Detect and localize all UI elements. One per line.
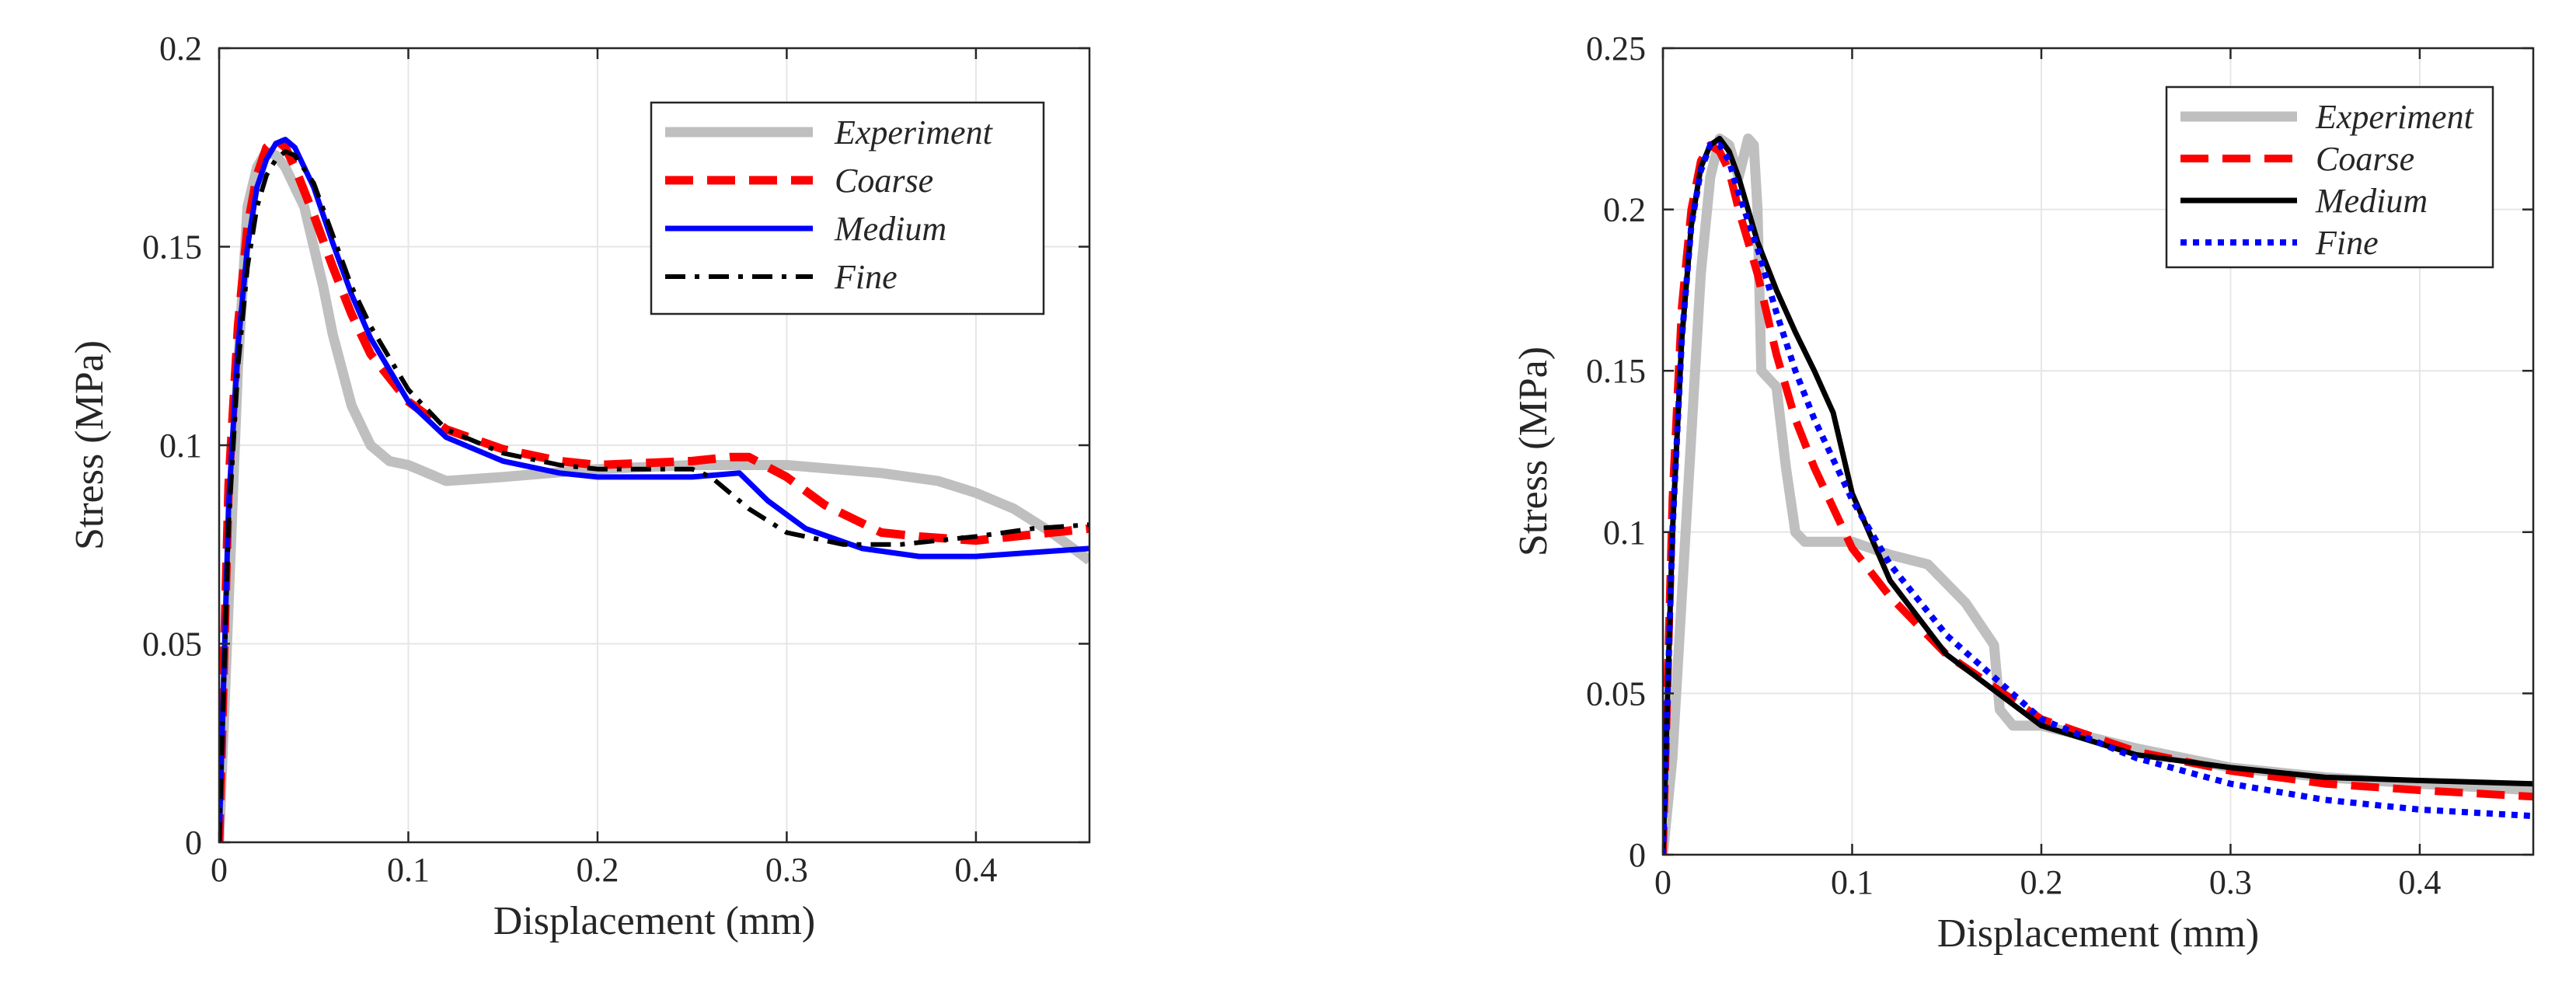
y-axis-label: Stress (MPa) xyxy=(68,340,112,550)
y-axis-label: Stress (MPa) xyxy=(1511,347,1556,556)
y-tick-label: 0.2 xyxy=(159,30,202,68)
y-tick-label: 0.15 xyxy=(1586,352,1646,390)
series-group xyxy=(219,135,1089,842)
y-tick-label: 0.15 xyxy=(142,228,202,267)
y-tick-label: 0.05 xyxy=(1586,674,1646,713)
x-tick-label: 0.3 xyxy=(2209,863,2252,901)
y-tick-label: 0 xyxy=(1629,836,1646,874)
legend: Experiment Coarse Medium Fine xyxy=(2165,85,2494,269)
chart-panel-2: 0 0.1 0.2 0.3 0.4 0 0.05 0.1 0.15 0.2 0.25 Displace… xyxy=(1511,30,2535,956)
x-tick-label: 0.4 xyxy=(954,851,997,889)
legend-label-coarse: Coarse xyxy=(2316,140,2414,178)
series-group xyxy=(1663,133,2533,855)
x-tick-label: 0 xyxy=(1654,863,1671,901)
legend-label-fine: Fine xyxy=(2315,224,2379,262)
legend-label-experiment: Experiment xyxy=(2315,98,2475,136)
x-axis-label: Displacement (mm) xyxy=(493,899,815,943)
series-line-medium xyxy=(219,137,1089,842)
legend-label-fine: Fine xyxy=(834,258,898,296)
series-line-fine xyxy=(219,148,1089,842)
x-tick-label: 0.4 xyxy=(2398,863,2441,901)
x-axis-label: Displacement (mm) xyxy=(1937,911,2259,956)
legend-label-coarse: Coarse xyxy=(835,162,933,200)
legend-label-experiment: Experiment xyxy=(834,113,994,152)
legend-label-medium: Medium xyxy=(834,210,946,248)
x-tick-label: 0.1 xyxy=(387,851,430,889)
legend: Experiment Coarse Medium Fine xyxy=(650,101,1045,315)
series-line-coarse xyxy=(219,135,1089,842)
y-tick-label: 0.25 xyxy=(1586,30,1646,68)
x-tick-label: 0 xyxy=(211,851,228,889)
y-tick-label: 0 xyxy=(185,824,202,862)
series-line-medium xyxy=(1663,135,2533,855)
x-tick-label: 0.2 xyxy=(2020,863,2062,901)
legend-label-medium: Medium xyxy=(2315,182,2428,220)
chart-panel-1: 0 0.1 0.2 0.3 0.4 0 0.05 0.1 0.15 0.2 Displacement… xyxy=(68,30,1091,943)
series-line-fine xyxy=(1663,141,2533,855)
x-tick-label: 0.1 xyxy=(1831,863,1874,901)
plot-frame xyxy=(1661,47,2535,856)
y-tick-label: 0.1 xyxy=(159,427,202,465)
x-tick-label: 0.3 xyxy=(765,851,808,889)
series-line-coarse xyxy=(1663,141,2533,855)
x-tick-label: 0.2 xyxy=(576,851,619,889)
y-tick-label: 0.05 xyxy=(142,625,202,664)
y-tick-label: 0.1 xyxy=(1603,514,1646,552)
y-tick-label: 0.2 xyxy=(1603,191,1646,229)
